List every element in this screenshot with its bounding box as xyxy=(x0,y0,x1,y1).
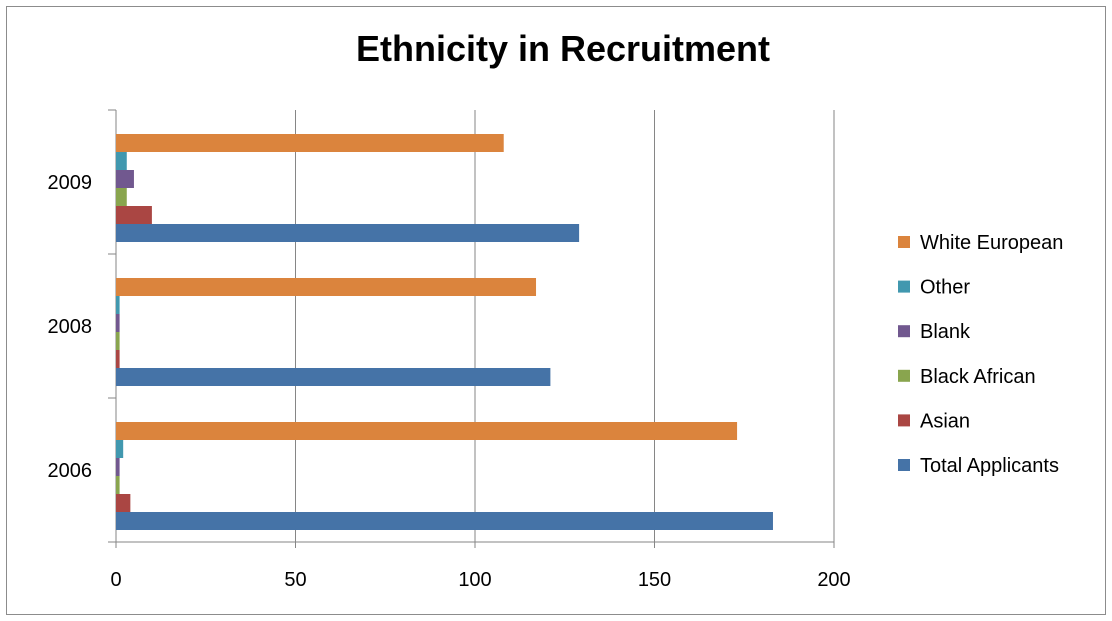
legend-swatch xyxy=(898,414,910,427)
x-tick-label: 100 xyxy=(458,569,491,591)
legend-label: Blank xyxy=(920,321,971,343)
bar-blank-2009 xyxy=(116,170,134,188)
bar-other-2006 xyxy=(116,440,124,458)
legend-swatch xyxy=(898,236,910,248)
y-tick-label: 2008 xyxy=(48,316,93,338)
legend-swatch xyxy=(898,459,910,471)
legend-label: White European xyxy=(920,232,1063,254)
x-tick-label: 50 xyxy=(284,569,306,591)
bar-white-european-2008 xyxy=(116,278,537,296)
bar-white-european-2009 xyxy=(116,134,504,152)
x-tick-label: 0 xyxy=(110,569,121,591)
bar-total-applicants-2006 xyxy=(116,512,773,530)
legend-label: Black African xyxy=(920,366,1036,388)
x-tick-label: 200 xyxy=(817,569,850,591)
bar-asian-2009 xyxy=(116,206,152,224)
bar-black-african-2009 xyxy=(116,188,127,206)
x-tick-label: 150 xyxy=(638,569,671,591)
legend-label: Total Applicants xyxy=(920,455,1059,477)
bar-asian-2006 xyxy=(116,494,131,512)
bar-other-2009 xyxy=(116,152,127,170)
bar-total-applicants-2008 xyxy=(116,368,551,386)
x-tick-labels: 0 50 100 150 200 xyxy=(110,569,850,591)
y-tick-label: 2009 xyxy=(48,172,93,194)
axes xyxy=(108,109,835,548)
legend-label: Asian xyxy=(920,410,970,432)
bars xyxy=(116,134,773,530)
bar-blank-2008 xyxy=(116,314,120,332)
bar-total-applicants-2009 xyxy=(116,224,580,242)
gridlines xyxy=(295,110,835,542)
y-tick-labels: 2006 2008 2009 xyxy=(48,172,93,482)
legend-swatch xyxy=(898,280,910,293)
bar-white-european-2006 xyxy=(116,422,738,440)
bar-black-african-2008 xyxy=(116,332,120,350)
bar-blank-2006 xyxy=(116,458,120,476)
bar-other-2008 xyxy=(116,296,120,314)
legend-swatch xyxy=(898,369,910,382)
y-tick-label: 2006 xyxy=(48,460,93,482)
chart-title: Ethnicity in Recruitment xyxy=(355,28,771,69)
legend-label: Other xyxy=(920,277,970,299)
legend: White European Other Blank Black African Asi… xyxy=(898,232,1063,477)
bar-asian-2008 xyxy=(116,350,120,368)
bar-black-african-2006 xyxy=(116,476,120,494)
legend-swatch xyxy=(898,325,910,338)
